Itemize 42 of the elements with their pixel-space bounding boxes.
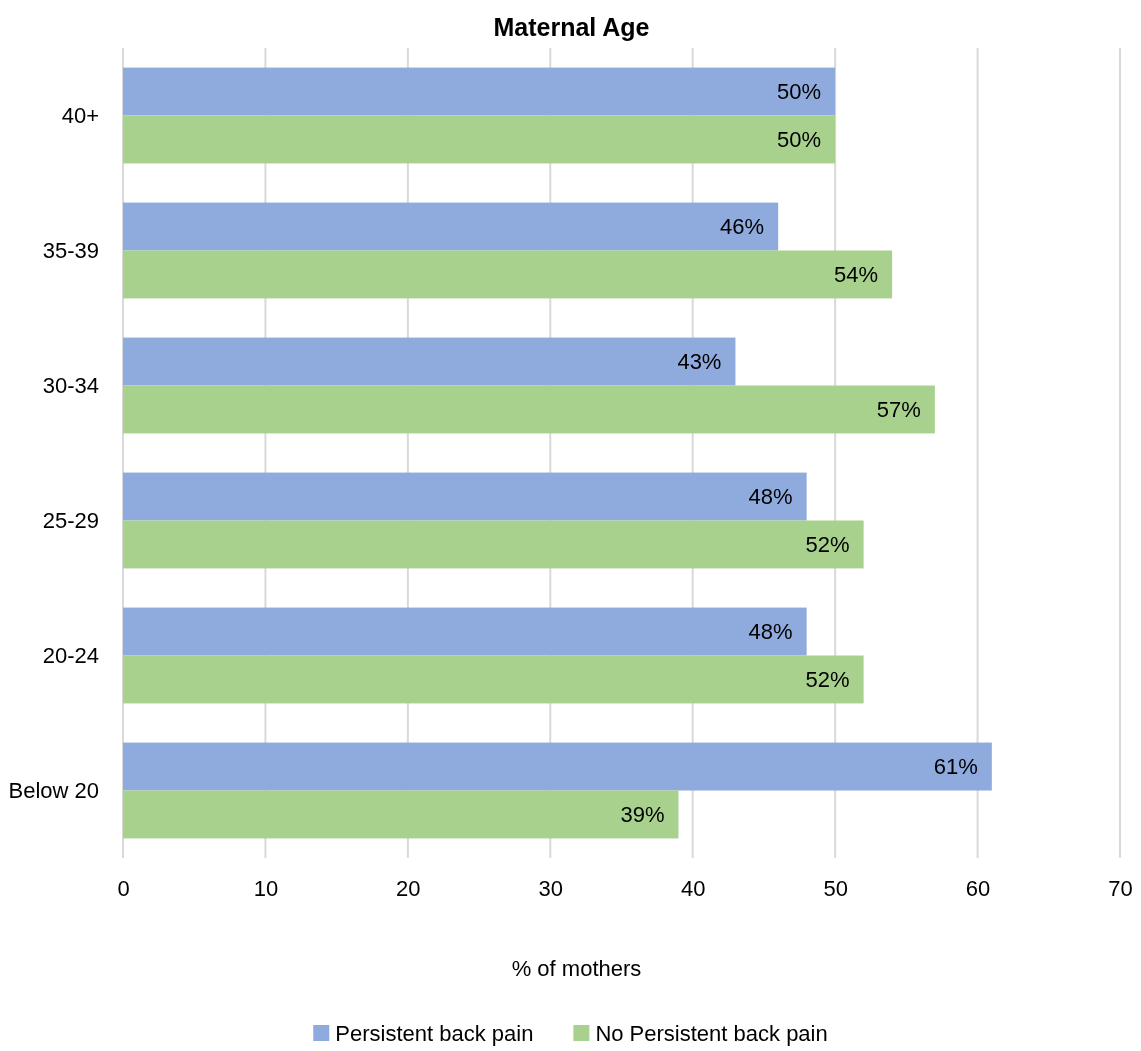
bar bbox=[123, 472, 807, 521]
y-tick-label: 35-39 bbox=[42, 237, 99, 263]
data-label: 52% bbox=[805, 667, 850, 693]
data-label: 48% bbox=[748, 484, 793, 510]
data-label: 50% bbox=[777, 79, 822, 105]
legend-label: No Persistent back pain bbox=[595, 1020, 828, 1046]
x-axis-title: % of mothers bbox=[511, 956, 642, 981]
data-label: 57% bbox=[876, 397, 921, 423]
bar bbox=[123, 385, 935, 434]
x-tick-label: 40 bbox=[680, 875, 706, 901]
x-tick-label: 60 bbox=[965, 875, 991, 901]
chart-title: Maternal Age bbox=[493, 13, 650, 41]
bar bbox=[123, 115, 836, 164]
y-tick-label: 25-29 bbox=[42, 507, 99, 533]
bar bbox=[123, 250, 893, 299]
bar bbox=[123, 337, 736, 386]
bar bbox=[123, 520, 864, 569]
bar bbox=[123, 742, 992, 791]
x-tick-label: 20 bbox=[396, 875, 421, 901]
legend-label: Persistent back pain bbox=[335, 1020, 534, 1046]
bar bbox=[123, 67, 836, 116]
bar bbox=[123, 607, 807, 656]
bar bbox=[123, 790, 679, 839]
y-tick-label: 40+ bbox=[61, 102, 99, 128]
data-label: 50% bbox=[777, 127, 822, 153]
data-label: 61% bbox=[933, 754, 978, 780]
y-tick-label: 30-34 bbox=[42, 372, 99, 398]
bar bbox=[123, 655, 864, 704]
data-label: 43% bbox=[677, 349, 722, 375]
bar bbox=[123, 202, 779, 251]
data-label: 52% bbox=[805, 532, 850, 558]
x-tick-label: 0 bbox=[117, 875, 130, 901]
y-tick-label: Below 20 bbox=[8, 777, 99, 803]
x-tick-label: 10 bbox=[253, 875, 279, 901]
data-label: 39% bbox=[620, 802, 665, 828]
x-tick-label: 30 bbox=[538, 875, 564, 901]
x-tick-label: 50 bbox=[823, 875, 848, 901]
data-label: 46% bbox=[720, 214, 765, 240]
y-tick-label: 20-24 bbox=[42, 642, 99, 668]
data-label: 48% bbox=[748, 619, 793, 645]
x-tick-label: 70 bbox=[1108, 875, 1133, 901]
data-label: 54% bbox=[834, 262, 879, 288]
